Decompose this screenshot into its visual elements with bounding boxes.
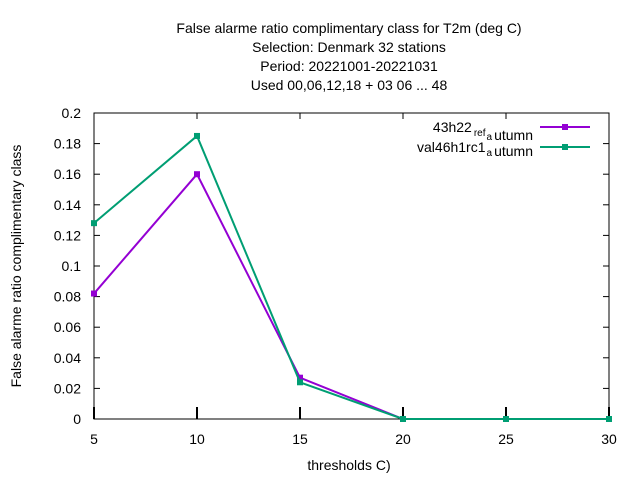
title-line-2: Selection: Denmark 32 stations <box>252 39 446 55</box>
data-point <box>503 416 509 422</box>
x-axis-label: thresholds C) <box>307 457 390 473</box>
y-tick-label: 0.08 <box>54 289 81 305</box>
y-tick-label: 0.04 <box>54 350 81 366</box>
legend-marker-2 <box>562 144 568 150</box>
title-line-4: Used 00,06,12,18 + 03 06 ... 48 <box>251 77 448 93</box>
y-axis-label: False alarme ratio complimentary class <box>8 145 24 388</box>
legend-label-2: val46h1rc1a utumn <box>417 139 533 159</box>
y-tick-label: 0.12 <box>54 227 81 243</box>
y-tick-label: 0 <box>73 411 81 427</box>
data-point <box>91 220 97 227</box>
chart-title: False alarme ratio complimentary class f… <box>176 20 521 93</box>
y-tick-label: 0.16 <box>54 166 81 182</box>
data-point <box>297 379 303 386</box>
y-tick-label: 0.18 <box>54 136 81 152</box>
x-tick-label: 15 <box>292 431 308 447</box>
data-point <box>297 374 303 381</box>
x-tick-label: 10 <box>189 431 205 447</box>
data-point <box>91 290 97 297</box>
title-line-3: Period: 20221001-20221031 <box>260 58 438 74</box>
title-line-1: False alarme ratio complimentary class f… <box>176 20 521 36</box>
data-point <box>606 416 612 422</box>
x-tick-label: 20 <box>395 431 411 447</box>
data-point <box>400 416 406 422</box>
series-line-2 <box>93 134 609 420</box>
y-tick-label: 0.1 <box>62 258 82 274</box>
x-tick-label: 5 <box>90 431 98 447</box>
x-tick-label: 25 <box>498 431 514 447</box>
x-axis: 5 10 15 20 25 30 <box>90 113 617 447</box>
y-tick-label: 0.02 <box>54 380 81 396</box>
y-tick-label: 0.06 <box>54 319 81 335</box>
x-tick-label: 30 <box>601 431 617 447</box>
legend-label-1: 43h22 refa utumn <box>433 119 533 143</box>
plot-area <box>91 132 612 422</box>
data-point <box>194 132 200 139</box>
series-line-1 <box>93 172 609 420</box>
y-tick-label: 0.2 <box>62 105 82 121</box>
legend-marker-1 <box>562 124 568 130</box>
data-point <box>194 171 200 178</box>
y-tick-label: 0.14 <box>54 197 81 213</box>
y-axis: 0 0.02 0.04 0.06 0.08 0.1 0.12 0.14 0.16 0.18 0.2 <box>54 105 609 427</box>
